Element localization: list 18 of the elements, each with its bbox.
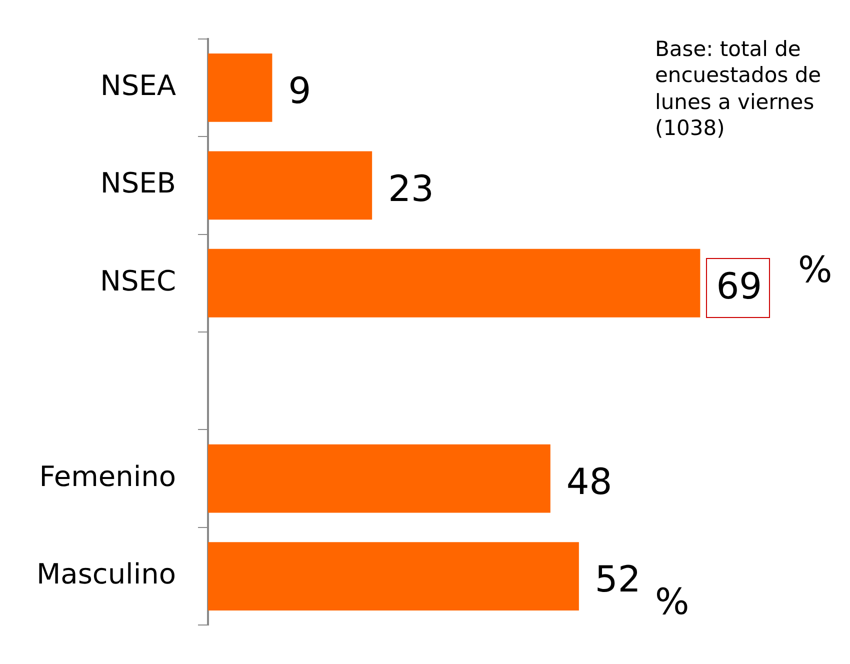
bar [208, 542, 579, 611]
text: % [798, 249, 832, 293]
bar [208, 151, 372, 220]
y-tick-label: Masculino [36, 558, 176, 591]
y-tick-label: NSEB [100, 166, 176, 200]
bar [208, 53, 272, 122]
y-tick-label: NSEC [100, 264, 176, 298]
y-tick-label: Femenino [39, 460, 176, 493]
data-label: 69 [716, 266, 762, 308]
bar [208, 248, 700, 318]
y-tick-label: NSEA [100, 68, 176, 102]
data-label: 48 [566, 462, 612, 503]
data-label: 52 [594, 560, 641, 601]
data-label: 23 [388, 168, 434, 210]
annotation: % [655, 581, 690, 625]
bar [208, 444, 550, 513]
annotation: Base: total de encuestados de lunes a viernes (1038) [655, 36, 822, 141]
data-label: 9 [288, 71, 312, 112]
